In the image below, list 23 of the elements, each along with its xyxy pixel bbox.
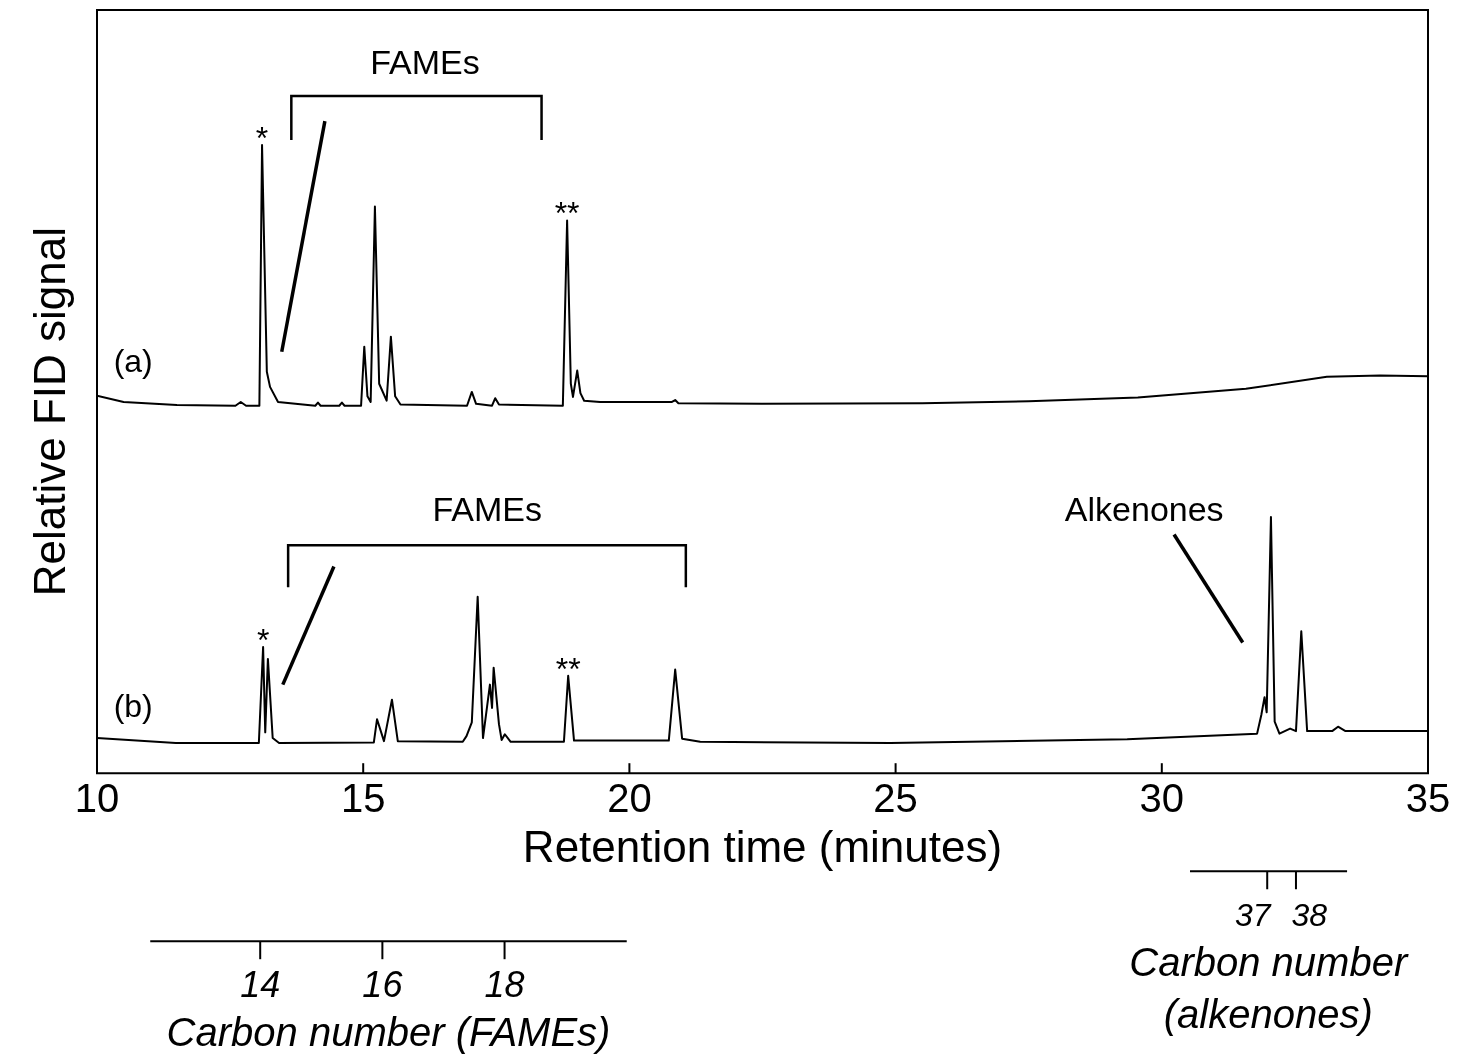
annotation: ** (554, 195, 580, 232)
x2-tick-label: 18 (484, 964, 525, 1006)
annotation: Alkenones (1064, 489, 1224, 528)
text: 37 (1235, 897, 1272, 934)
x2-tick-label: 14 (240, 964, 281, 1006)
text: Carbon number (alkenones) (1129, 940, 1409, 1037)
annotation: * (255, 120, 269, 157)
x-tick-label: 10 (74, 776, 120, 821)
text: FAMEs (370, 43, 480, 82)
annotation: FAMEs (432, 489, 543, 528)
y-axis-title: Relative FID signal (25, 226, 75, 597)
series-label: (a) (113, 343, 153, 380)
x-tick-label: 25 (873, 776, 918, 821)
x-tick-label: 30 (1139, 776, 1185, 821)
x-tick-label: 35 (1405, 776, 1451, 821)
x-axis-title: Retention time (minutes) (522, 821, 1003, 871)
x-tick-label: 20 (607, 776, 652, 821)
x2-tick-label: 16 (362, 964, 404, 1006)
text: 38 (1291, 897, 1328, 934)
annotation: * (256, 621, 270, 658)
annotation: ** (555, 650, 581, 687)
series-label: (b) (113, 687, 153, 724)
x-tick-label: 15 (340, 776, 386, 821)
